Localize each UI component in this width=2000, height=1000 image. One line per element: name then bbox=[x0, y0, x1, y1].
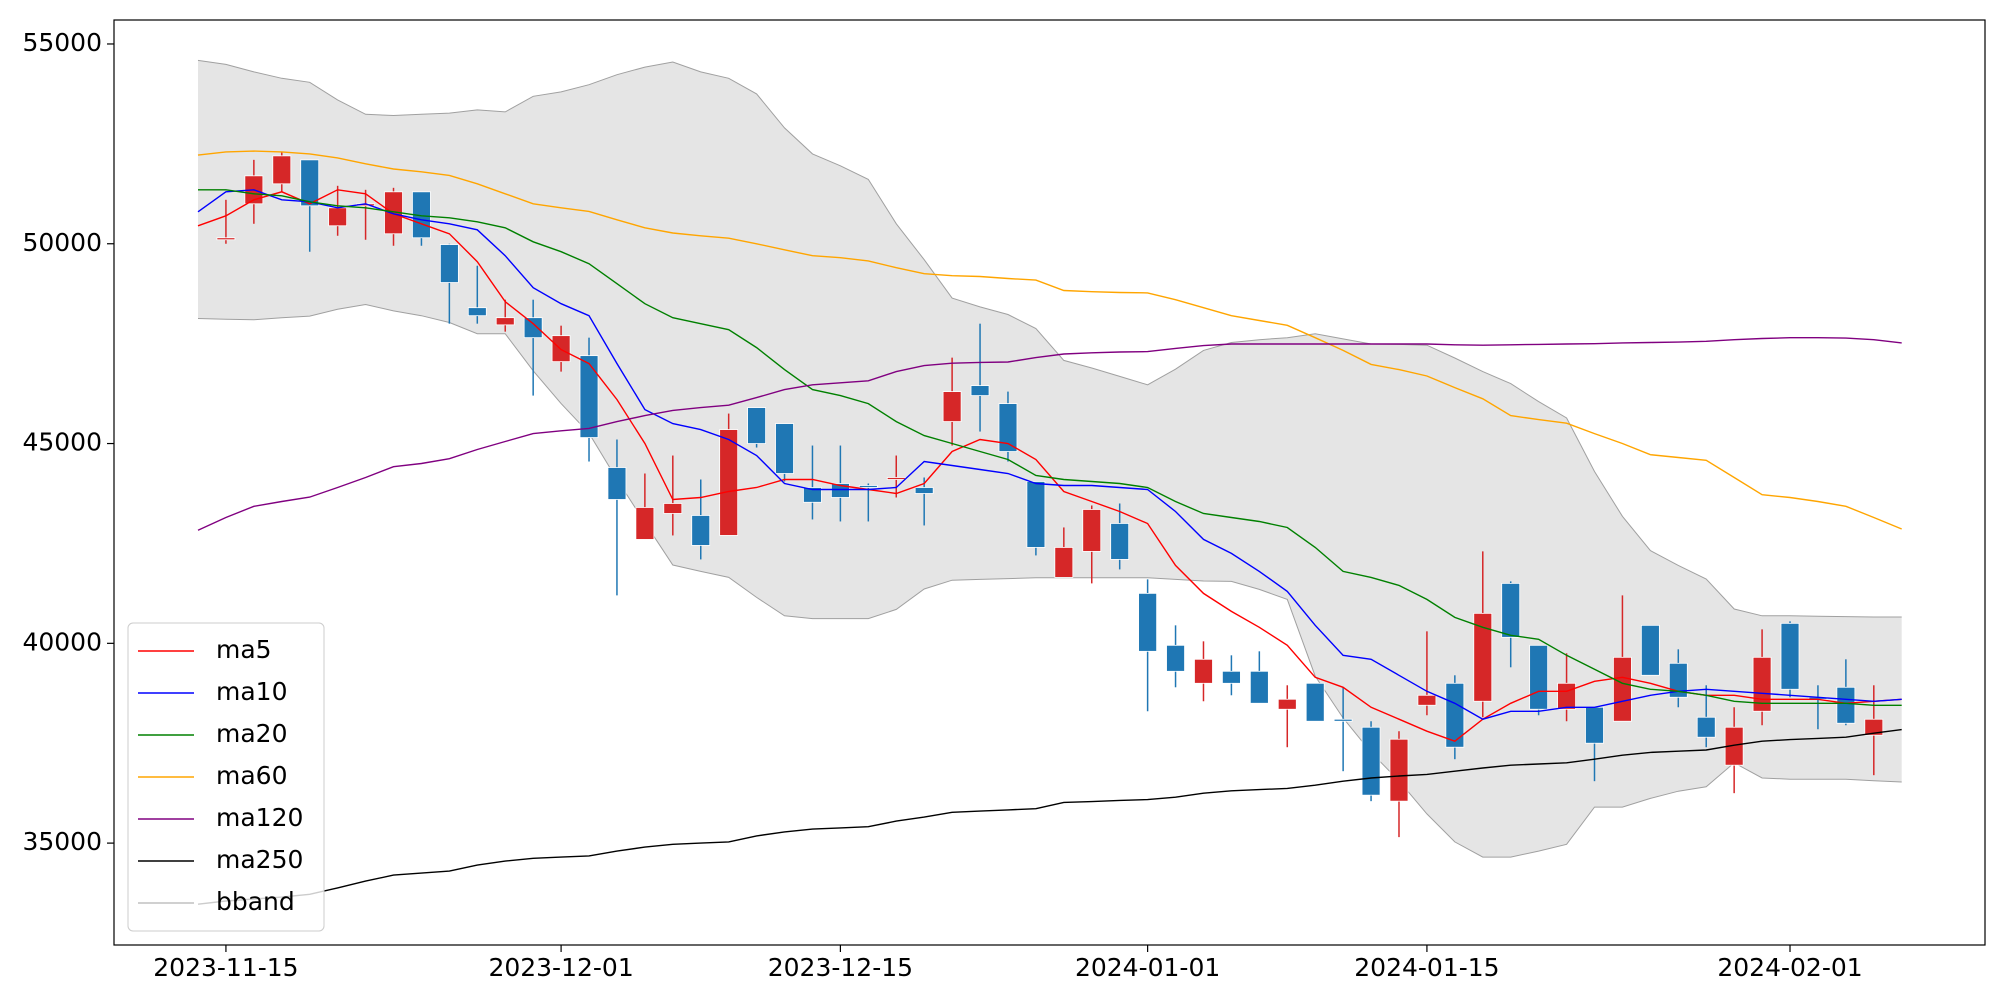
x-tick-label: 2024-02-01 bbox=[1717, 953, 1862, 982]
candle-body bbox=[858, 485, 878, 488]
legend-label: ma250 bbox=[216, 845, 303, 874]
ma-line bbox=[198, 189, 1902, 706]
candle-body bbox=[803, 487, 822, 503]
candle-body bbox=[216, 237, 236, 241]
ma-line bbox=[197, 337, 1902, 531]
candle-body bbox=[1417, 694, 1437, 706]
x-tick-label: 2023-12-01 bbox=[488, 953, 633, 982]
candle-body bbox=[1557, 682, 1576, 710]
candle-body bbox=[328, 207, 348, 227]
candle-body bbox=[775, 423, 794, 474]
legend-label: ma60 bbox=[216, 761, 287, 790]
x-tick-label: 2023-11-15 bbox=[153, 953, 298, 982]
y-tick-label: 50000 bbox=[22, 228, 102, 257]
candle-body bbox=[1836, 686, 1856, 724]
candle-body bbox=[719, 429, 739, 536]
bband-upper bbox=[197, 59, 1902, 618]
candle-body bbox=[886, 477, 906, 480]
candle-body bbox=[1026, 481, 1046, 548]
y-tick-label: 40000 bbox=[22, 627, 102, 656]
y-tick-label: 35000 bbox=[22, 827, 102, 856]
plot-frame bbox=[113, 19, 1986, 946]
candle-body bbox=[1305, 682, 1325, 722]
candle-body bbox=[1864, 718, 1884, 736]
y-tick-label: 45000 bbox=[22, 428, 102, 457]
candle-body bbox=[747, 407, 766, 444]
candle-body bbox=[1585, 706, 1604, 744]
ma-line bbox=[197, 189, 1902, 742]
candle-body bbox=[1780, 622, 1800, 690]
ma-line bbox=[197, 150, 1902, 530]
candle-body bbox=[1613, 656, 1632, 722]
candle-body bbox=[1389, 738, 1409, 802]
candle-body bbox=[439, 244, 459, 283]
candle-body bbox=[635, 507, 655, 540]
candle-body bbox=[1333, 718, 1353, 722]
legend-label: ma20 bbox=[216, 719, 287, 748]
candle-body bbox=[300, 159, 320, 207]
legend-box bbox=[127, 622, 325, 932]
x-tick-label: 2024-01-01 bbox=[1075, 953, 1220, 982]
candle-body bbox=[495, 317, 515, 326]
candle-body bbox=[607, 467, 627, 500]
candle-body bbox=[663, 503, 683, 514]
legend-label: ma10 bbox=[216, 677, 287, 706]
candle-body bbox=[691, 515, 711, 546]
legend-label: ma5 bbox=[216, 635, 272, 664]
candle-body bbox=[998, 403, 1018, 452]
candle-body bbox=[1082, 509, 1102, 552]
candle-body bbox=[1696, 716, 1716, 738]
y-tick-label: 55000 bbox=[22, 28, 102, 57]
candle-body bbox=[1166, 644, 1185, 672]
candle-body bbox=[1473, 612, 1493, 702]
candle-body bbox=[1445, 682, 1465, 748]
candle-body bbox=[1222, 670, 1241, 684]
candle-body bbox=[914, 487, 934, 494]
candle-body bbox=[1249, 670, 1269, 704]
x-tick-label: 2023-12-15 bbox=[768, 953, 913, 982]
candle-body bbox=[1054, 547, 1074, 578]
x-tick-label: 2024-01-15 bbox=[1354, 953, 1499, 982]
bband-lower bbox=[197, 303, 1902, 858]
candle-body bbox=[1361, 726, 1381, 796]
legend-label: bband bbox=[216, 887, 295, 916]
legend-label: ma120 bbox=[216, 803, 303, 832]
candle-body bbox=[579, 355, 599, 438]
candle-body bbox=[272, 155, 292, 185]
bband-area bbox=[198, 60, 1902, 858]
candle-body bbox=[1501, 582, 1521, 638]
candle-body bbox=[1668, 662, 1688, 698]
candle-body bbox=[970, 385, 990, 396]
candle-body bbox=[830, 483, 850, 498]
candle-body bbox=[1110, 523, 1130, 560]
candle-body bbox=[942, 391, 962, 422]
candle-body bbox=[1752, 656, 1772, 712]
candle-body bbox=[1529, 644, 1549, 710]
candle-body bbox=[523, 317, 543, 339]
candle-body bbox=[1194, 658, 1213, 684]
legend: ma5 ma10 ma20 ma60 ma120 ma250 bband bbox=[127, 622, 325, 932]
ma-line bbox=[197, 189, 1902, 720]
ma-line bbox=[197, 728, 1902, 905]
candle-body bbox=[1138, 592, 1158, 652]
candle-body bbox=[1277, 698, 1297, 710]
candle-body bbox=[467, 307, 487, 317]
candle-body bbox=[1640, 624, 1660, 676]
